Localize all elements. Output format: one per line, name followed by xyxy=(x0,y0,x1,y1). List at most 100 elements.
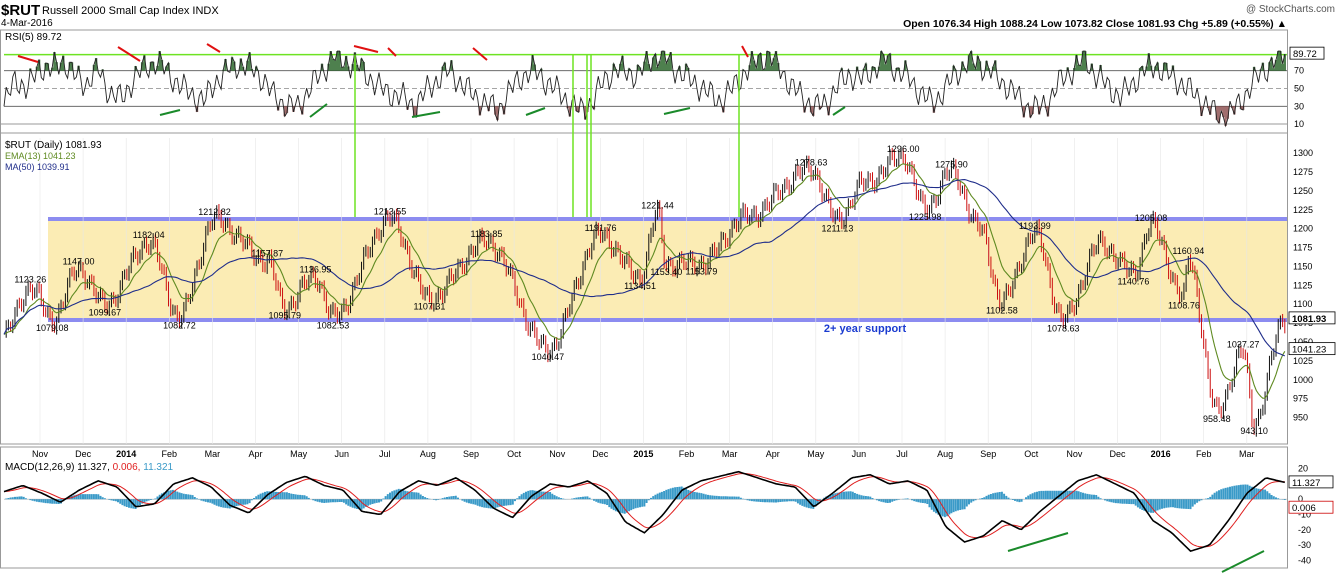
month-label: Feb xyxy=(162,449,178,459)
pivot-label: 1134.51 xyxy=(624,281,656,291)
support-band xyxy=(48,218,1287,321)
month-label: Apr xyxy=(766,449,780,459)
pivot-label: 1099.67 xyxy=(89,307,122,317)
price-tick-label: 1250 xyxy=(1293,186,1313,196)
pivot-label: 1136.95 xyxy=(299,264,331,274)
quote-summary: Open 1076.34 High 1088.24 Low 1073.82 Cl… xyxy=(903,18,1287,30)
pivot-label: 1183.85 xyxy=(471,229,503,239)
price-tick-label: 1025 xyxy=(1293,356,1313,366)
price-tick-label: 1000 xyxy=(1293,375,1313,385)
month-label: Sep xyxy=(980,449,996,459)
month-label: Oct xyxy=(1024,449,1039,459)
pivot-label: 1095.79 xyxy=(268,310,301,320)
rsi-divergence-green xyxy=(525,107,546,116)
rsi-divergence-red xyxy=(353,45,379,53)
pivot-label: 1193.99 xyxy=(1019,221,1051,231)
price-tick-label: 1100 xyxy=(1293,299,1312,309)
pivot-label: 943.10 xyxy=(1240,426,1268,436)
rsi-last-value: 89.72 xyxy=(1293,49,1317,60)
rsi-divergence-green xyxy=(663,107,691,115)
pivot-label: 1160.94 xyxy=(1172,246,1204,256)
month-label: 2015 xyxy=(633,449,653,459)
price-tick-label: 1050 xyxy=(1293,337,1313,347)
pivot-label: 1082.72 xyxy=(163,320,196,330)
close-value-label: 1081.93 xyxy=(1292,314,1326,325)
rsi-tick-label: 70 xyxy=(1294,66,1304,76)
rsi-divergence-red xyxy=(387,47,397,57)
macd-title: MACD(12,26,9) 11.327, 0.006, 11.321 xyxy=(5,462,174,473)
pivot-label: 1102.58 xyxy=(986,305,1018,315)
pivot-label: 1082.53 xyxy=(317,320,350,330)
legend-ma50: MA(50) 1039.91 xyxy=(5,162,70,172)
pivot-label: 1157.87 xyxy=(251,248,283,258)
pivot-label: 1221.44 xyxy=(641,200,674,210)
month-label: May xyxy=(290,449,308,459)
month-label: Jun xyxy=(334,449,349,459)
month-label: Jun xyxy=(852,449,867,459)
rsi-divergence-red xyxy=(206,43,221,53)
price-tick-label: 1300 xyxy=(1293,148,1313,158)
macd-signal-value-box xyxy=(1288,500,1334,514)
pivot-label: 1213.55 xyxy=(374,206,407,216)
close-value-box xyxy=(1288,311,1336,325)
pivot-label: 1205.08 xyxy=(1135,213,1168,223)
price-tick-label: 1150 xyxy=(1293,261,1312,271)
macd-signal-line xyxy=(3,472,1285,548)
pivot-label: 1191.76 xyxy=(585,223,617,233)
month-label: 2014 xyxy=(116,449,136,459)
pivot-label: 1296.00 xyxy=(887,144,920,154)
pivot-label: 1153.40 xyxy=(650,267,682,277)
pivot-label: 1078.63 xyxy=(1047,323,1080,333)
pivot-label: 1037.27 xyxy=(1227,340,1260,350)
month-label: 2016 xyxy=(1151,449,1171,459)
rsi-tick-label: 10 xyxy=(1294,119,1304,129)
month-label: Feb xyxy=(1196,449,1212,459)
pivot-label: 1225.98 xyxy=(909,212,942,222)
index-name: Russell 2000 Small Cap Index INDX xyxy=(42,5,219,17)
pivot-label: 1147.00 xyxy=(63,257,95,267)
rsi-divergence-green xyxy=(411,111,441,118)
pivot-label: 1212.82 xyxy=(198,207,231,217)
month-label: Dec xyxy=(592,449,609,459)
pivot-label: 1153.79 xyxy=(685,267,717,277)
month-label: Jul xyxy=(896,449,908,459)
macd-histogram xyxy=(5,484,1286,518)
rsi-divergence-green xyxy=(159,109,181,116)
rsi-tick-label: 50 xyxy=(1294,84,1304,94)
month-label: Aug xyxy=(420,449,436,459)
macd-title-signal: 0.006, xyxy=(113,462,144,473)
macd-tick-label: -30 xyxy=(1298,540,1311,550)
support-label: 2+ year support xyxy=(824,323,907,335)
price-title: $RUT (Daily) 1081.93 xyxy=(5,140,102,151)
month-label: Oct xyxy=(507,449,522,459)
price-tick-label: 975 xyxy=(1293,394,1308,404)
macd-tick-label: -10 xyxy=(1298,510,1311,520)
rsi-oversold-fill xyxy=(195,106,1245,126)
rsi-divergence-green xyxy=(309,103,328,118)
pivot-label: 1182.04 xyxy=(133,230,165,240)
macd-line xyxy=(3,470,1285,552)
macd-value-box xyxy=(1288,475,1334,489)
pivot-label: 1275.90 xyxy=(935,159,968,169)
month-label: Nov xyxy=(549,449,566,459)
pivot-label: 1140.76 xyxy=(1118,276,1150,286)
price-tick-label: 1200 xyxy=(1293,224,1313,234)
pivot-label: 1107.31 xyxy=(414,302,446,312)
month-label: Dec xyxy=(75,449,92,459)
macd-divergence-green xyxy=(1221,550,1265,573)
pivot-label: 1211.13 xyxy=(821,223,853,233)
month-label: Aug xyxy=(937,449,953,459)
month-label: Mar xyxy=(1239,449,1255,459)
ema-value-label: 1041.23 xyxy=(1292,345,1326,356)
pivot-label: 1123.26 xyxy=(14,275,46,285)
month-label: Nov xyxy=(32,449,49,459)
month-label: Feb xyxy=(679,449,695,459)
macd-tick-label: -40 xyxy=(1298,555,1311,565)
macd-tick-label: 20 xyxy=(1298,464,1308,474)
macd-divergence-green xyxy=(1007,532,1069,552)
symbol-title: $RUT xyxy=(1,2,40,19)
pivot-label: 1079.08 xyxy=(36,323,69,333)
price-panel-frame xyxy=(0,123,1288,445)
month-label: Apr xyxy=(248,449,262,459)
pivot-label: 1040.47 xyxy=(532,352,565,362)
